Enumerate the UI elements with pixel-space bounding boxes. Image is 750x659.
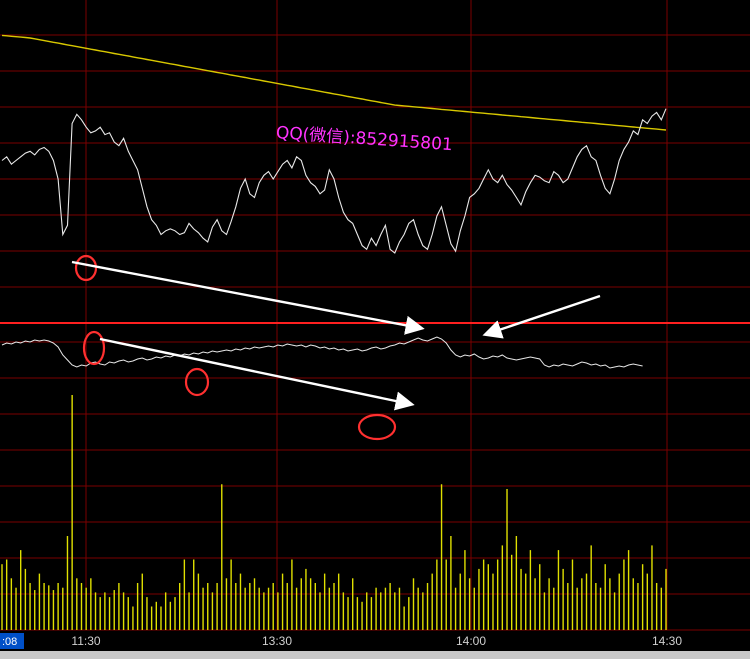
annotations [71,254,601,441]
volume-bars [1,395,667,630]
scrollbar-track [0,651,750,659]
annotation-circle [184,367,210,397]
x-tick-label: 14:00 [456,634,486,648]
annotation-arrow [71,260,425,335]
price-line [1,108,667,254]
annotation-arrow [99,337,415,411]
average-price-line [1,34,667,131]
annotation-circle [82,330,106,366]
x-tick-label: 14:30 [652,634,682,648]
x-tick-label: 11:30 [71,634,100,648]
cursor-time-box [0,633,24,649]
grid [0,0,750,631]
x-axis: 11:30 13:30 14:00 14:30 :08 [0,633,750,659]
cursor-time-label: :08 [2,636,17,648]
annotation-arrow [482,294,601,339]
annotation-circle [74,254,98,282]
indicator-line [1,336,643,369]
annotation-circle [357,413,397,441]
x-tick-label: 13:30 [262,634,292,648]
